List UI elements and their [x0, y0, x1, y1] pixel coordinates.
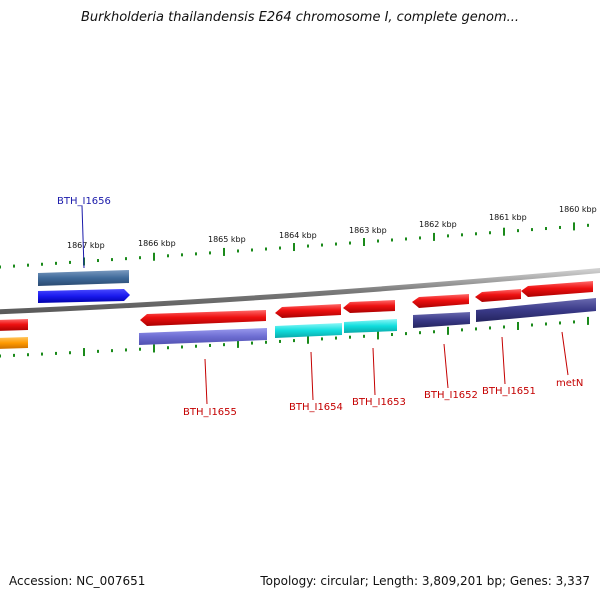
- accession-text: Accession: NC_007651: [9, 574, 146, 588]
- gene-arrow-metn[interactable]: [521, 281, 593, 297]
- tick-label: 1865 kbp: [208, 235, 246, 244]
- tick-label: 1862 kbp: [419, 220, 457, 229]
- gene-feature-bth-i1655-inner[interactable]: [139, 328, 267, 345]
- gene-label-bth-i1654[interactable]: BTH_I1654: [289, 402, 343, 413]
- gene-feature-bth-i1651-inner[interactable]: [476, 298, 596, 322]
- tick-label: 1867 kbp: [67, 241, 105, 250]
- gene-label-bth-i1655[interactable]: BTH_I1655: [183, 407, 237, 418]
- gene-arrow-bth-i1651[interactable]: [475, 289, 521, 302]
- tick-label: 1860 kbp: [559, 205, 597, 214]
- gene-label-bth-i1652[interactable]: BTH_I1652: [424, 390, 478, 401]
- gene-arrow-bth-i1652[interactable]: [412, 294, 469, 308]
- tick-label: 1864 kbp: [279, 231, 317, 240]
- gene-feature-bth-i1654-inner[interactable]: [275, 323, 342, 338]
- genome-backbone: [0, 267, 600, 315]
- map-title: Burkholderia thailandensis E264 chromoso…: [80, 10, 520, 25]
- gene-label-bth-i1656[interactable]: BTH_I1656: [57, 196, 111, 207]
- tick-label-group: 1867 kbp 1866 kbp 1865 kbp 1864 kbp 1863…: [67, 205, 597, 250]
- tick-label: 1866 kbp: [138, 239, 176, 248]
- callout-lines: [81, 205, 569, 405]
- gene-arrow-bth-i1656[interactable]: [38, 289, 130, 303]
- gene-arrow-bth-i1653[interactable]: [343, 300, 395, 313]
- gene-arrow-bth-i1655[interactable]: [140, 310, 266, 326]
- gene-arrow-bth-i1654[interactable]: [275, 304, 341, 318]
- gene-label-metn[interactable]: metN: [556, 378, 583, 389]
- gene-arrow-left-edge[interactable]: [0, 319, 28, 331]
- gene-feature-bth-i1653-inner[interactable]: [344, 319, 397, 333]
- gene-feature-bth-i1656-outer[interactable]: [38, 270, 129, 286]
- tick-label: 1863 kbp: [349, 226, 387, 235]
- gene-label-bth-i1651[interactable]: BTH_I1651: [482, 386, 536, 397]
- inner-tick-track: [0, 316, 589, 358]
- outer-tick-track: [0, 222, 589, 269]
- gene-feature-left-orange[interactable]: [0, 337, 28, 349]
- genome-summary-text: Topology: circular; Length: 3,809,201 bp…: [260, 574, 590, 588]
- gene-feature-bth-i1652-inner[interactable]: [413, 312, 470, 328]
- tick-label: 1861 kbp: [489, 213, 527, 222]
- gene-label-bth-i1653[interactable]: BTH_I1653: [352, 397, 406, 408]
